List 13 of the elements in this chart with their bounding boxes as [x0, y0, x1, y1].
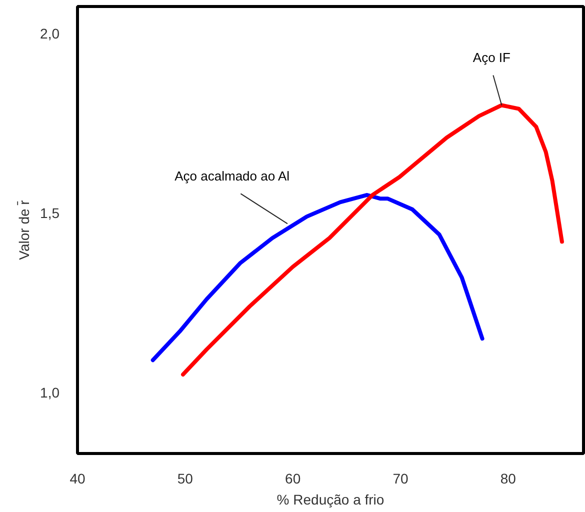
x-tick-label: 60 — [285, 470, 301, 486]
y-tick-label: 2,0 — [40, 25, 60, 42]
x-tick-label: 50 — [177, 470, 194, 486]
x-tick-label: 40 — [70, 470, 86, 486]
annotation: Aço IF — [472, 50, 511, 66]
x-tick-label: 80 — [500, 470, 516, 486]
y-tick-label: 1,5 — [40, 204, 60, 221]
x-tick-label: 70 — [392, 470, 408, 486]
x-axis-title: % Redução a frio — [276, 492, 384, 508]
annotation: Aço acalmado ao Al — [174, 168, 290, 184]
line-series — [150, 192, 484, 362]
y-axis-title: Valor de r̄ — [16, 200, 32, 260]
y-tick-label: 1,0 — [40, 384, 60, 400]
